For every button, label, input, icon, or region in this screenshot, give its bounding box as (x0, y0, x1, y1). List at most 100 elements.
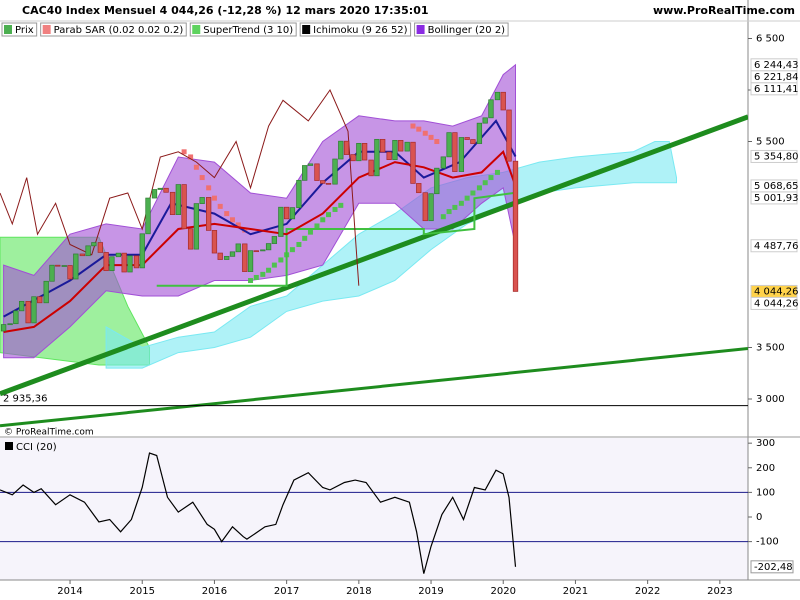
price-label: 4 044,26 (754, 286, 799, 297)
price-label: 6 221,84 (754, 72, 799, 83)
candle-body (247, 250, 254, 272)
candle-body (422, 192, 428, 222)
candle-body (283, 206, 290, 220)
candle-body (440, 156, 446, 169)
sar-dot (211, 195, 217, 201)
sar-dot (494, 169, 500, 175)
candle-body (314, 163, 320, 181)
sar-dot (307, 229, 313, 235)
legend-frame (299, 22, 412, 37)
price-label-box (750, 82, 798, 96)
candle-body (181, 184, 187, 230)
candle-body (356, 143, 362, 162)
candle-body (49, 264, 55, 282)
candle-body (494, 91, 501, 101)
x-tick-label: 2017 (274, 586, 299, 597)
y-tick-label: 200 (756, 463, 775, 474)
legend-swatch (4, 25, 12, 34)
sar-dot (440, 214, 446, 220)
legend-entry: Prix (15, 25, 34, 36)
legend-entry: Parab SAR (0.02 0.02 0.2) (54, 25, 184, 36)
price-label: 5 354,80 (754, 151, 799, 162)
candle-body (67, 265, 73, 280)
price-label: 4 487,76 (754, 241, 799, 252)
candle-body (428, 193, 434, 222)
candle-body (85, 245, 91, 257)
cci-legend-swatch (5, 442, 13, 450)
candle-body (224, 255, 230, 260)
cci-line (0, 452, 517, 574)
candle-body (464, 137, 470, 140)
legend-swatch (192, 25, 201, 34)
candle-body (392, 140, 398, 160)
source[interactable]: www.ProRealTime.com (653, 4, 795, 17)
sar-dot (235, 222, 241, 228)
candle-body (43, 280, 49, 304)
price-label: 5 068,65 (754, 181, 799, 192)
indicator-line (3, 150, 517, 333)
candle-body (307, 163, 314, 166)
legend-entry: SuperTrend (3 10) (203, 25, 293, 36)
trend-line (0, 347, 748, 428)
candle-body (343, 140, 350, 155)
candle-body (265, 243, 272, 251)
sar-dot (278, 257, 284, 263)
candle-body (488, 99, 494, 119)
x-tick-label: 2020 (491, 586, 516, 597)
candle-body (229, 251, 236, 257)
legend-entry: Ichimoku (9 26 52) (313, 25, 407, 36)
candle-body (109, 256, 115, 272)
candle-body (398, 140, 404, 152)
candle-body (476, 122, 483, 144)
candle-body (434, 167, 440, 195)
sar-dot (416, 126, 422, 132)
legend-swatch (42, 25, 51, 34)
sar-dot (482, 180, 488, 186)
price-label: 4 044,26 (754, 298, 799, 309)
x-tick-label: 2023 (707, 586, 732, 597)
candle-body (97, 242, 104, 253)
candle-body (193, 203, 200, 250)
candle-body (91, 242, 97, 247)
sar-dot (446, 209, 452, 215)
price-label: 6 244,43 (754, 60, 799, 71)
y-tick-label: 3 500 (756, 342, 785, 353)
candle-body (175, 184, 181, 215)
x-tick-label: 2014 (57, 586, 82, 597)
copyright: © ProRealTime.com (4, 428, 94, 438)
candle-body (127, 255, 133, 273)
sar-dot (260, 271, 266, 277)
sar-dot (224, 211, 230, 217)
x-tick-label: 2021 (563, 586, 588, 597)
sar-dot (488, 175, 494, 181)
candle-body (404, 141, 410, 152)
legend-entry: Bollinger (20 2) (428, 25, 506, 36)
sar-dot (253, 274, 259, 280)
sar-dot (332, 206, 338, 212)
candle-body (151, 189, 158, 199)
candle-body (482, 117, 488, 124)
legend-frame (1, 22, 38, 37)
legend-frame (189, 22, 297, 37)
sar-dot (217, 203, 223, 209)
candle-body (506, 109, 512, 162)
price-label: 6 111,41 (754, 84, 799, 95)
candle-body (235, 243, 241, 253)
y-tick-label: 5 500 (756, 137, 785, 148)
candle-body (31, 296, 37, 324)
candle-body (289, 207, 296, 220)
candle-body (13, 310, 19, 325)
sar-dot (320, 217, 326, 223)
candle-body (361, 143, 368, 161)
candle-body (187, 228, 194, 250)
y-tick-label: 0 (756, 512, 762, 523)
sar-dot (248, 278, 254, 284)
candle-body (7, 323, 13, 326)
candle-body (260, 249, 266, 252)
sar-dot (314, 223, 320, 229)
price-plot (0, 63, 748, 428)
candle-body (500, 91, 506, 111)
candle-body (79, 253, 85, 257)
legend-swatch (416, 25, 425, 34)
candle-body (320, 180, 326, 184)
